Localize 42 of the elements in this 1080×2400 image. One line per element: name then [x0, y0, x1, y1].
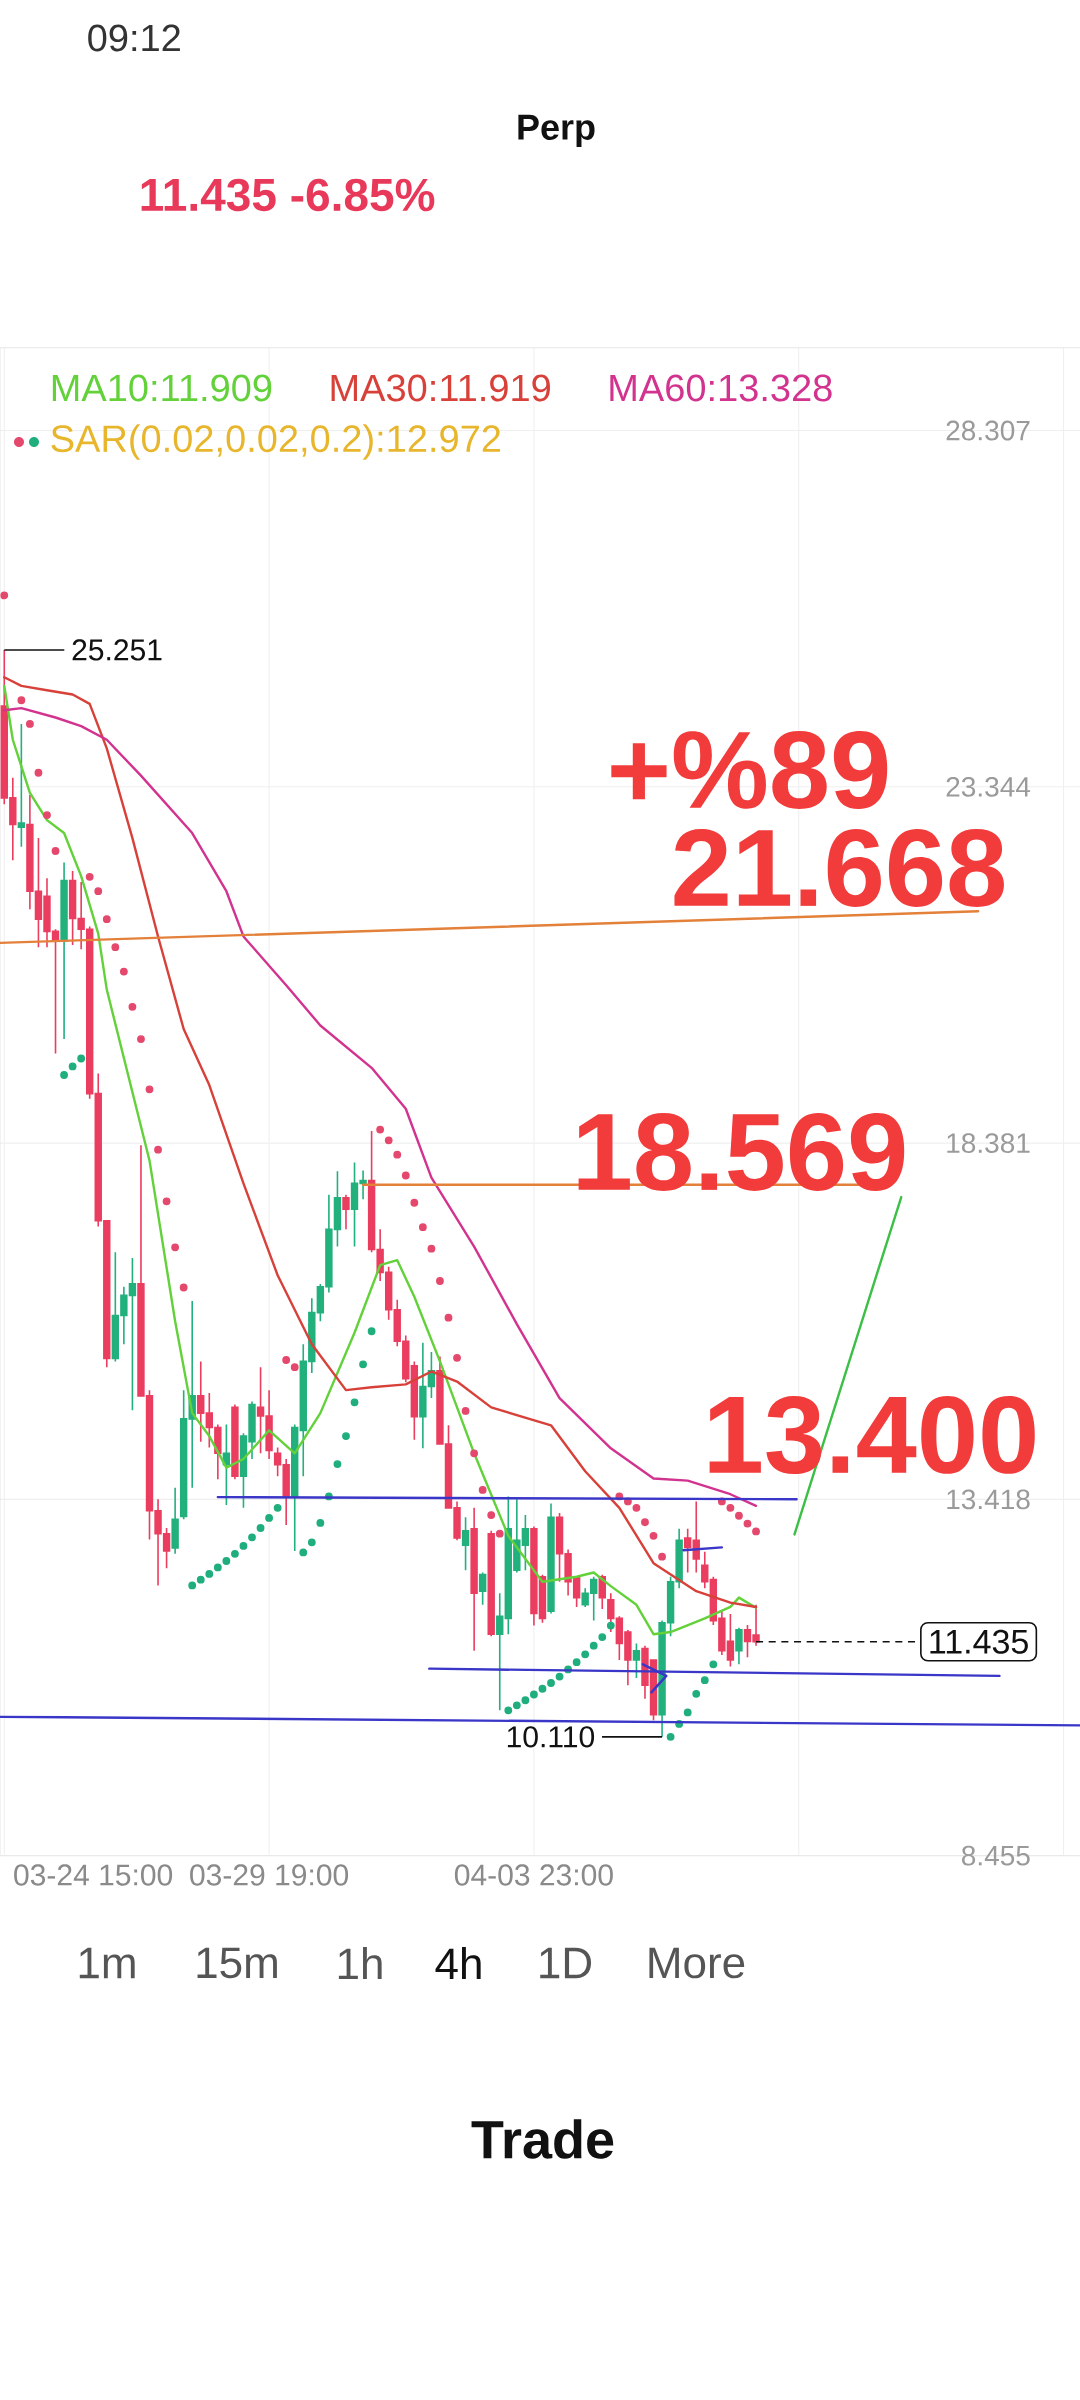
chart-subtitle: 11.435 -6.85%	[141, 178, 435, 212]
candlestick	[470, 1507, 478, 1652]
candlestick	[179, 1389, 188, 1521]
text: 1m	[79, 1947, 135, 1979]
candlestick	[496, 1592, 504, 1712]
text: More	[649, 1947, 745, 1979]
annotation: +%89	[611, 730, 888, 809]
legend-label: SAR(0.02,0.02,0.2):12.972	[51, 424, 501, 460]
text: 09:12	[88, 24, 180, 52]
chart-title: Perp	[518, 114, 595, 148]
y-tick-label: 18.381	[947, 1133, 1030, 1154]
text: MA60:13.328	[610, 374, 832, 402]
candlestick	[231, 1403, 239, 1480]
candlestick	[478, 1571, 487, 1606]
text: 1h	[338, 1947, 382, 1979]
candlestick	[735, 1626, 743, 1666]
x-tick-label: 03-29 19:00	[190, 1864, 349, 1886]
text: 4h	[435, 1947, 481, 1979]
annotation: 10.110	[507, 1726, 595, 1748]
y-tick-label: 23.344	[946, 776, 1031, 797]
candlestick	[487, 1530, 495, 1638]
annotation: 21.668	[674, 828, 1004, 907]
candlestick	[342, 1194, 350, 1231]
candlestick	[197, 1360, 205, 1443]
candlestick	[291, 1423, 299, 1552]
y-tick-label: 13.418	[947, 1489, 1030, 1510]
text: 1D	[540, 1947, 592, 1979]
x-tick-label: 03-24 15:00	[14, 1864, 173, 1886]
candlestick	[60, 861, 68, 1040]
candlestick	[547, 1502, 555, 1615]
ref-line-label: 11.435	[930, 1629, 1028, 1654]
y-tick-label: 28.307	[946, 420, 1030, 441]
text: MA10:11.909	[52, 374, 272, 402]
text: Trade	[471, 2119, 614, 2159]
annotation: 25.251	[72, 639, 162, 661]
candlestick	[701, 1550, 709, 1590]
candlestick	[171, 1486, 179, 1555]
text: 15m	[197, 1947, 277, 1979]
y-tick-label: 8.455	[962, 1845, 1030, 1866]
x-tick-label: 04-03 23:00	[454, 1864, 613, 1886]
text: MA30:11.919	[331, 374, 550, 402]
annotation: 18.569	[578, 1112, 905, 1191]
